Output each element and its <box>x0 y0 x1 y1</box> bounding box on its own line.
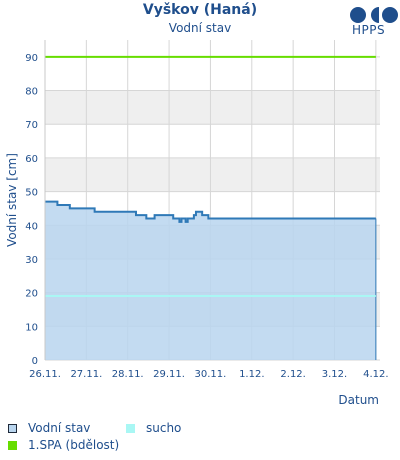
water-level-line <box>45 200 376 223</box>
legend-swatch-vodni-stav <box>8 423 17 433</box>
x-tick-label: 3.12. <box>322 369 347 380</box>
y-tick-label: 50 <box>25 188 38 199</box>
x-tick-label: 27.11. <box>70 369 102 380</box>
x-axis-title: Datum <box>338 393 379 407</box>
x-tick-label: 29.11. <box>153 369 185 380</box>
legend-item-1spa[interactable]: 1.SPA (bdělost) <box>8 438 119 452</box>
y-tick-label: 80 <box>25 87 38 98</box>
legend-label-sucho: sucho <box>146 421 182 435</box>
y-tick-label: 70 <box>25 120 38 131</box>
legend-item-vodni-stav[interactable]: Vodní stav <box>8 421 90 435</box>
x-tick-label: 2.12. <box>280 369 305 380</box>
chart-subtitle: Vodní stav <box>168 21 232 35</box>
y-tick-label: 60 <box>25 154 38 165</box>
legend-swatch-sucho <box>126 423 135 433</box>
grid-band <box>45 90 380 125</box>
y-tick-label: 90 <box>25 53 38 64</box>
legend-label-vodni-stav: Vodní stav <box>28 421 91 435</box>
legend-item-sucho[interactable]: sucho <box>126 421 181 435</box>
y-tick-label: 30 <box>25 255 38 266</box>
y-tick-label: 40 <box>25 221 38 232</box>
y-tick-label: 10 <box>25 322 38 333</box>
grid-band <box>45 157 380 192</box>
y-axis-title: Vodní stav [cm] <box>5 153 19 247</box>
y-tick-label: 20 <box>25 289 38 300</box>
legend-label-1spa: 1.SPA (bdělost) <box>28 438 120 452</box>
x-tick-label: 30.11. <box>195 369 227 380</box>
x-tick-label: 26.11. <box>29 369 61 380</box>
hpps-logo <box>350 7 398 23</box>
legend-swatch-1spa <box>8 440 17 450</box>
chart-title: Vyškov (Haná) <box>142 2 258 18</box>
y-tick-label: 0 <box>32 356 38 367</box>
logo-text: HPPS <box>352 23 386 37</box>
x-tick-label: 1.12. <box>239 369 264 380</box>
x-tick-label: 4.12. <box>363 369 388 380</box>
x-tick-label: 28.11. <box>112 369 144 380</box>
water-level-area <box>45 201 376 360</box>
